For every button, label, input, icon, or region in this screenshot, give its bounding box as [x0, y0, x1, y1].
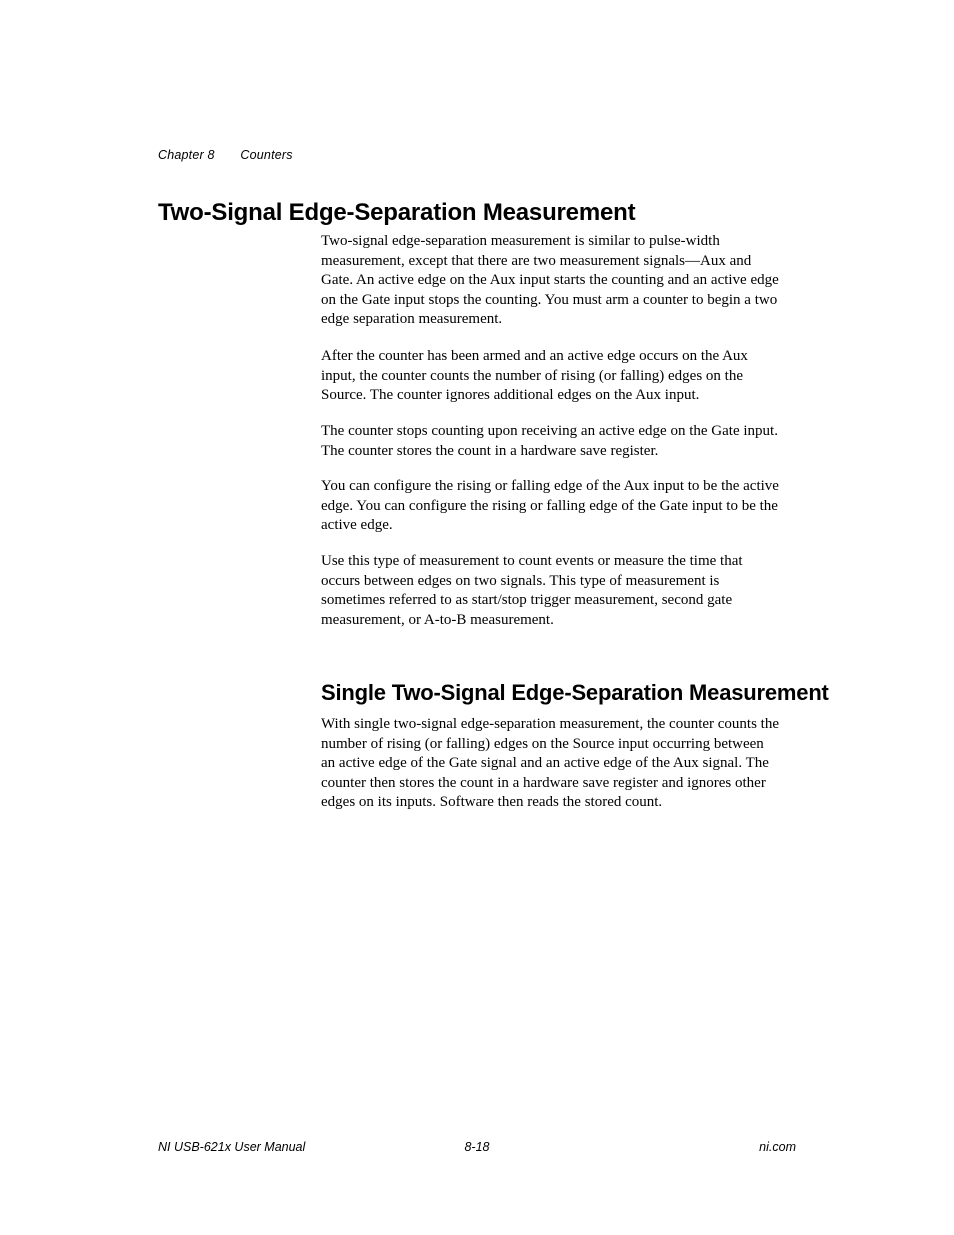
- running-head: Chapter 8 Counters: [158, 148, 293, 162]
- running-head-chapter: Chapter 8: [158, 148, 215, 162]
- footer-site: ni.com: [759, 1140, 796, 1154]
- page: Chapter 8 Counters Two-Signal Edge-Separ…: [0, 0, 954, 1235]
- footer-page-number: 8-18: [0, 1140, 954, 1154]
- paragraph-configure-edges: You can configure the rising or falling …: [321, 477, 781, 536]
- paragraph-intro: Two-signal edge-separation measurement i…: [321, 232, 781, 330]
- running-head-title: Counters: [240, 148, 292, 162]
- paragraph-arming: After the counter has been armed and an …: [321, 347, 781, 406]
- paragraph-stop-counting: The counter stops counting upon receivin…: [321, 422, 781, 461]
- paragraph-single-measurement: With single two-signal edge-separation m…: [321, 715, 781, 813]
- heading-two-signal-edge-separation: Two-Signal Edge-Separation Measurement: [158, 199, 635, 227]
- heading-single-two-signal: Single Two-Signal Edge-Separation Measur…: [321, 680, 829, 706]
- paragraph-use-case: Use this type of measurement to count ev…: [321, 552, 781, 630]
